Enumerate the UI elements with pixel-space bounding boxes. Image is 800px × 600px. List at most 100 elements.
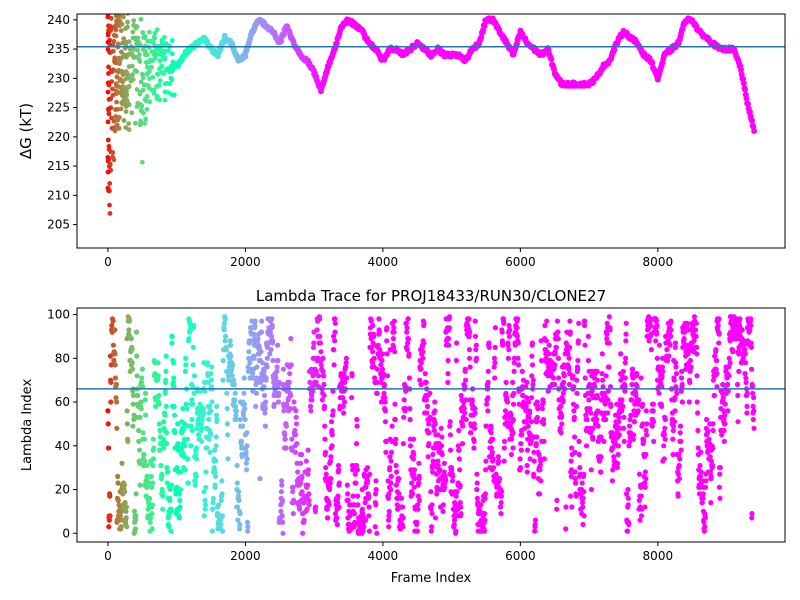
- lambda-point: [373, 502, 379, 508]
- lambda-point: [124, 524, 130, 530]
- lambda-point: [113, 395, 119, 401]
- lambda-point: [341, 399, 348, 405]
- lambda-point: [435, 458, 441, 464]
- lambda-point: [424, 410, 430, 416]
- lambda-point: [526, 399, 532, 405]
- lambda-point: [432, 515, 439, 521]
- lambda-point: [139, 366, 145, 372]
- lambda-point: [157, 427, 163, 434]
- lambda-point: [183, 355, 189, 361]
- lambda-point: [157, 447, 163, 453]
- lambda-point: [750, 390, 756, 396]
- delta-g-point: [105, 169, 111, 175]
- lambda-point: [263, 399, 269, 405]
- lambda-point: [410, 436, 417, 442]
- lambda-point: [504, 399, 511, 405]
- lambda-point: [710, 445, 716, 451]
- lambda-point: [544, 318, 550, 324]
- lambda-point: [437, 467, 443, 473]
- lambda-point: [553, 344, 560, 350]
- lambda-point: [656, 390, 662, 396]
- lambda-point: [414, 519, 420, 525]
- lambda-point: [131, 416, 137, 423]
- lambda-point: [748, 316, 754, 322]
- lambda-point: [224, 421, 230, 427]
- lambda-point: [510, 445, 516, 451]
- lambda-point: [354, 467, 360, 473]
- lambda-point: [252, 322, 258, 329]
- lambda-point: [140, 430, 146, 436]
- delta-g-y-tick-label: 225: [47, 101, 70, 115]
- lambda-point: [329, 432, 335, 438]
- delta-g-point: [123, 92, 129, 98]
- lambda-point: [143, 412, 149, 418]
- lambda-point: [241, 401, 248, 407]
- lambda-point: [705, 427, 711, 434]
- lambda-y-tick-label: 100: [47, 308, 70, 322]
- lambda-point: [616, 432, 622, 438]
- lambda-point: [318, 362, 324, 368]
- lambda-point: [208, 377, 214, 383]
- lambda-point: [622, 388, 628, 394]
- lambda-point: [335, 500, 341, 506]
- lambda-point: [209, 399, 215, 405]
- lambda-point: [546, 351, 552, 357]
- lambda-point: [168, 528, 174, 534]
- delta-g-point: [129, 63, 135, 69]
- lambda-point: [172, 412, 178, 418]
- lambda-point: [131, 508, 137, 514]
- lambda-point: [163, 377, 169, 383]
- lambda-point: [326, 502, 332, 508]
- delta-g-point: [478, 34, 485, 41]
- lambda-point: [329, 427, 335, 434]
- lambda-point: [259, 360, 265, 366]
- lambda-point: [346, 521, 352, 528]
- delta-g-point: [744, 100, 751, 107]
- lambda-point: [741, 338, 747, 344]
- delta-g-point: [137, 122, 143, 128]
- lambda-point: [124, 421, 130, 427]
- lambda-point: [688, 364, 694, 370]
- lambda-point: [583, 412, 589, 418]
- lambda-point: [232, 403, 239, 409]
- lambda-point: [654, 329, 660, 335]
- lambda-point: [190, 362, 196, 368]
- lambda-point: [261, 368, 267, 374]
- lambda-point: [636, 497, 642, 503]
- lambda-point: [595, 395, 601, 401]
- lambda-point: [388, 449, 395, 455]
- lambda-point: [664, 347, 670, 353]
- lambda-point: [712, 353, 718, 359]
- lambda-point: [628, 412, 634, 418]
- lambda-point: [471, 421, 477, 427]
- lambda-x-axis-label: Frame Index: [391, 571, 472, 586]
- delta-g-point: [131, 22, 137, 28]
- lambda-point: [177, 504, 183, 510]
- lambda-point: [354, 423, 360, 429]
- lambda-point: [220, 357, 226, 364]
- lambda-point: [261, 384, 267, 390]
- lambda-point: [466, 333, 472, 339]
- delta-g-point: [169, 92, 175, 98]
- delta-g-point: [126, 84, 132, 89]
- lambda-point: [229, 373, 235, 379]
- delta-g-point: [153, 52, 159, 58]
- lambda-point: [190, 384, 196, 390]
- lambda-point: [418, 360, 424, 366]
- lambda-point: [706, 436, 712, 442]
- delta-g-point: [128, 78, 134, 84]
- lambda-point: [426, 421, 432, 427]
- lambda-point: [171, 384, 177, 390]
- lambda-point: [643, 476, 649, 482]
- lambda-point: [496, 476, 503, 482]
- lambda-point: [612, 438, 618, 444]
- lambda-point: [237, 510, 243, 517]
- lambda-point: [528, 395, 535, 401]
- lambda-point: [605, 397, 611, 403]
- lambda-point: [185, 480, 191, 486]
- lambda-point: [563, 526, 569, 532]
- lambda-point: [341, 371, 347, 377]
- lambda-point: [160, 445, 167, 451]
- lambda-point: [244, 519, 251, 525]
- lambda-point: [388, 480, 394, 486]
